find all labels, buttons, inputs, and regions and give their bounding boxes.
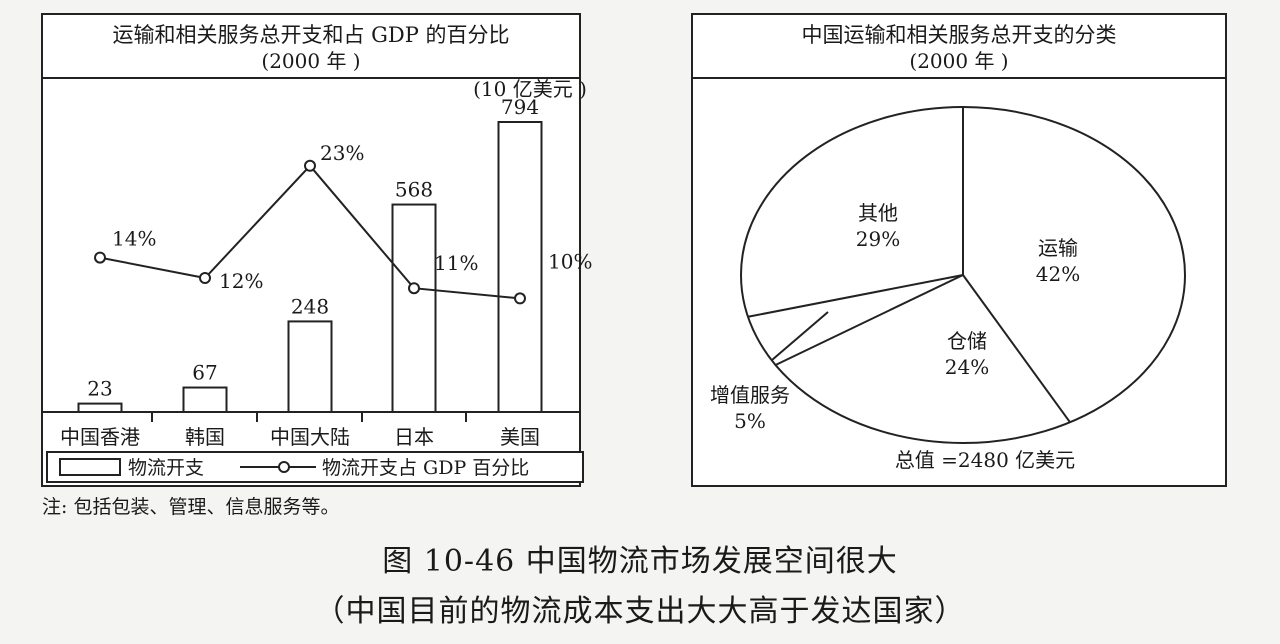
footnote: 注: 包括包装、管理、信息服务等。 <box>42 496 340 518</box>
x-category-label: 中国大陆 <box>270 425 350 449</box>
percent-label: 12% <box>219 269 263 293</box>
bar-value-label: 794 <box>501 95 539 119</box>
pie-slice-name: 仓储 <box>947 329 987 353</box>
bar-1 <box>182 386 228 413</box>
pie-chart-subtitle: (2000 年 ) <box>909 49 1008 73</box>
pie-slice-boundary <box>747 274 964 318</box>
percent-point <box>408 282 420 295</box>
pie-total-label: 总值 =2480 亿美元 <box>895 448 1075 472</box>
x-axis-ticks <box>41 412 581 422</box>
pie-slice-name: 增值服务 <box>710 383 790 407</box>
bar-value-label: 23 <box>87 377 112 401</box>
x-axis-labels: 中国香港 韩国 中国大陆 日本 美国 <box>60 425 540 449</box>
percent-line: 14% 12% 23% 11% 10% <box>94 141 592 305</box>
x-category-label: 美国 <box>500 425 540 449</box>
pie-slice-value: 24% <box>945 355 989 379</box>
bar-line-chart: 运输和相关服务总开支和占 GDP 的百分比 (2000 年 ) (10 亿美元 … <box>41 13 592 487</box>
figure-caption: 图 10-46 中国物流市场发展空间很大 <box>382 544 898 579</box>
bar-0 <box>77 402 123 413</box>
bar-chart-subtitle: (2000 年 ) <box>261 49 360 73</box>
bar-value-label: 67 <box>192 361 217 385</box>
percent-label: 23% <box>320 141 364 165</box>
percent-point <box>94 251 106 264</box>
figure-subcaption: （中国目前的物流成本支出大大高于发达国家） <box>314 594 966 629</box>
pie-slice-value: 5% <box>734 409 766 433</box>
bar-4 <box>497 121 543 413</box>
pie-leader-line <box>771 311 829 361</box>
percent-point <box>304 159 316 172</box>
x-category-label: 韩国 <box>185 425 225 449</box>
pie-slice-name: 运输 <box>1038 236 1078 260</box>
pie-slices <box>740 106 1186 444</box>
x-category-label: 中国香港 <box>60 425 140 449</box>
percent-point <box>514 292 526 305</box>
percent-label: 10% <box>548 249 592 273</box>
bar-value-label: 568 <box>395 178 433 202</box>
pie-slice-value: 42% <box>1036 262 1080 286</box>
bar-2 <box>287 320 333 413</box>
bar-3 <box>391 203 437 413</box>
pie-slice-boundary <box>962 274 1071 423</box>
x-category-label: 日本 <box>394 425 434 449</box>
percent-point <box>199 272 211 284</box>
pie-chart-title: 中国运输和相关服务总开支的分类 <box>802 23 1117 47</box>
pie-slice-name: 其他 <box>858 201 898 225</box>
legend-bar-swatch <box>59 458 121 476</box>
legend-line-label: 物流开支占 GDP 百分比 <box>322 457 529 479</box>
percent-label: 14% <box>112 227 156 251</box>
legend-line-marker <box>278 461 290 473</box>
bar-value-label: 248 <box>291 294 329 318</box>
percent-label: 11% <box>434 251 478 275</box>
bar-chart-unit-label: (10 亿美元 ) <box>473 77 587 101</box>
pie-slice-boundary <box>775 274 964 366</box>
legend-bar-label: 物流开支 <box>128 457 204 479</box>
pie-slice-value: 29% <box>856 227 900 251</box>
bar-chart-title: 运输和相关服务总开支和占 GDP 的百分比 <box>112 23 509 47</box>
